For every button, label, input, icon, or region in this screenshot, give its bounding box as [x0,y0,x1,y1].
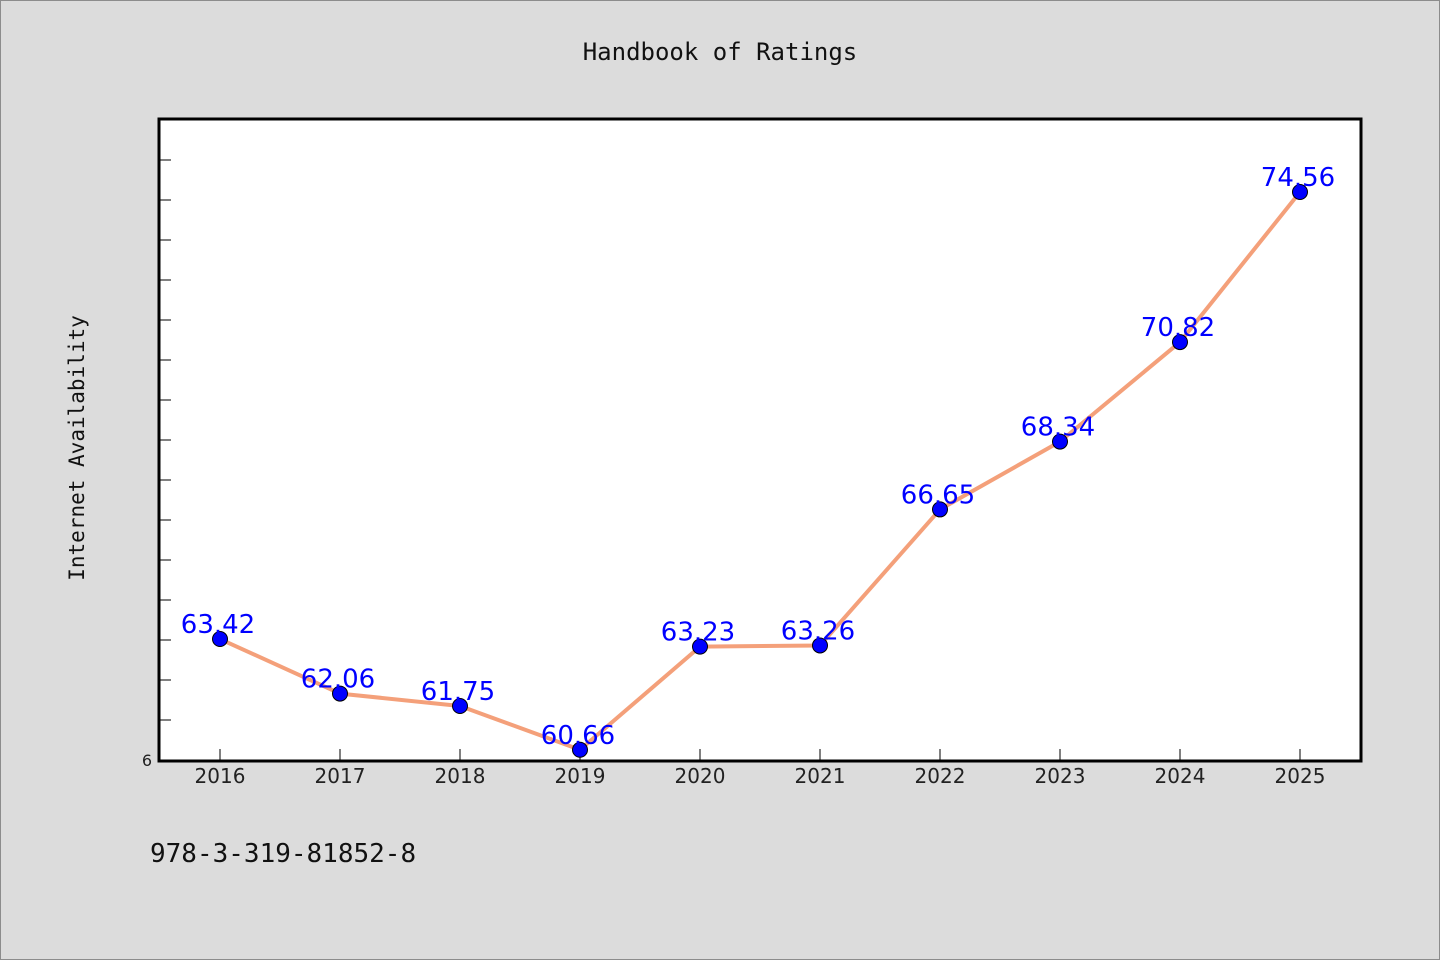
footer-isbn: 978-3-319-81852-8 [150,839,416,869]
data-point-marker [812,637,828,654]
plot-area [157,117,1363,763]
y-axis-min-label: 6 [142,751,152,770]
data-point-marker [1172,334,1188,351]
x-tick-label: 2020 [675,764,726,788]
x-tick-label: 2016 [195,764,246,788]
data-point-marker [1052,433,1068,450]
data-label: 63.42 [181,610,255,640]
data-label: 66.65 [901,480,975,510]
data-label: 62.06 [301,665,375,695]
x-tick-label: 2017 [315,764,366,788]
data-point-marker [212,631,228,648]
data-point-marker [932,501,948,518]
x-tick-label: 2025 [1275,764,1326,788]
x-tick-label: 2018 [435,764,486,788]
chart-title: Handbook of Ratings [583,38,858,66]
data-label: 61.75 [421,677,495,707]
series-markers [212,184,1308,758]
data-point-marker [332,685,348,702]
data-label: 63.23 [661,618,735,648]
x-tick-label: 2022 [915,764,966,788]
y-axis-label: Internet Availability [65,315,89,581]
data-point-marker [452,698,468,715]
data-label: 68.34 [1021,413,1095,443]
x-tick-label: 2021 [795,764,846,788]
data-label: 60.66 [541,721,615,751]
x-tick-label: 2024 [1155,764,1206,788]
x-axis-ticks: 2016 2017 2018 2019 2020 2021 2022 2023 2024 2025 [195,749,1326,788]
series-line [218,190,1302,752]
data-label: 63.26 [781,616,855,646]
data-labels: 63.42 62.06 61.75 60.66 63.23 63.26 66.65 68.34… [181,163,1335,751]
data-point-marker [572,741,588,758]
data-label: 74.56 [1261,163,1335,193]
x-tick-label: 2019 [555,764,606,788]
y-axis-ticks [159,159,171,721]
data-label: 70.82 [1141,313,1215,343]
data-point-marker [1292,184,1308,201]
data-point-marker [692,638,708,655]
x-tick-label: 2023 [1035,764,1086,788]
